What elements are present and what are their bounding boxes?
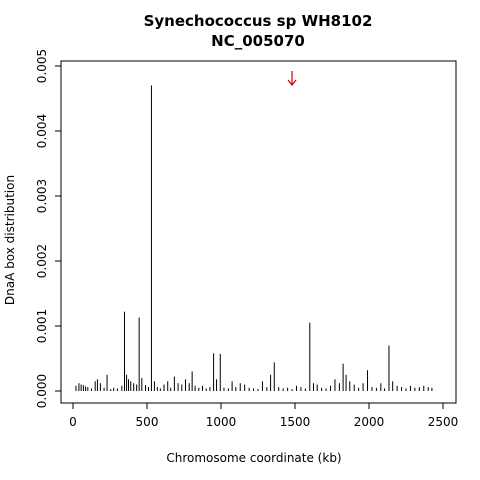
y-tick-label: 0.000 [35, 374, 49, 408]
x-tick-label: 2000 [354, 415, 385, 429]
y-tick-label: 0.003 [35, 179, 49, 213]
x-tick-label: 1500 [280, 415, 311, 429]
x-tick-label: 0 [69, 415, 77, 429]
y-tick-label: 0.001 [35, 309, 49, 343]
y-axis-label: DnaA box distribution [3, 175, 17, 305]
bars-layer [75, 85, 433, 391]
x-tick-label: 1000 [206, 415, 237, 429]
y-tick-label: 0.005 [35, 49, 49, 83]
marker-arrow-head [287, 79, 297, 86]
y-tick-label: 0.002 [35, 244, 49, 278]
plot-frame [60, 60, 457, 404]
chart-title-line-1: Synechococcus sp WH8102 [144, 12, 373, 30]
chart-title-line-2: NC_005070 [211, 32, 305, 50]
origin-marker [287, 71, 297, 86]
y-tick-label: 0.004 [35, 114, 49, 148]
x-axis: 0 500 1000 1500 2000 2500 [69, 402, 459, 429]
x-tick-label: 2500 [428, 415, 459, 429]
y-axis: 0.000 0.001 0.002 0.003 0.004 0.005 [35, 49, 62, 408]
x-tick-label: 500 [136, 415, 159, 429]
x-axis-label: Chromosome coordinate (kb) [166, 451, 341, 465]
